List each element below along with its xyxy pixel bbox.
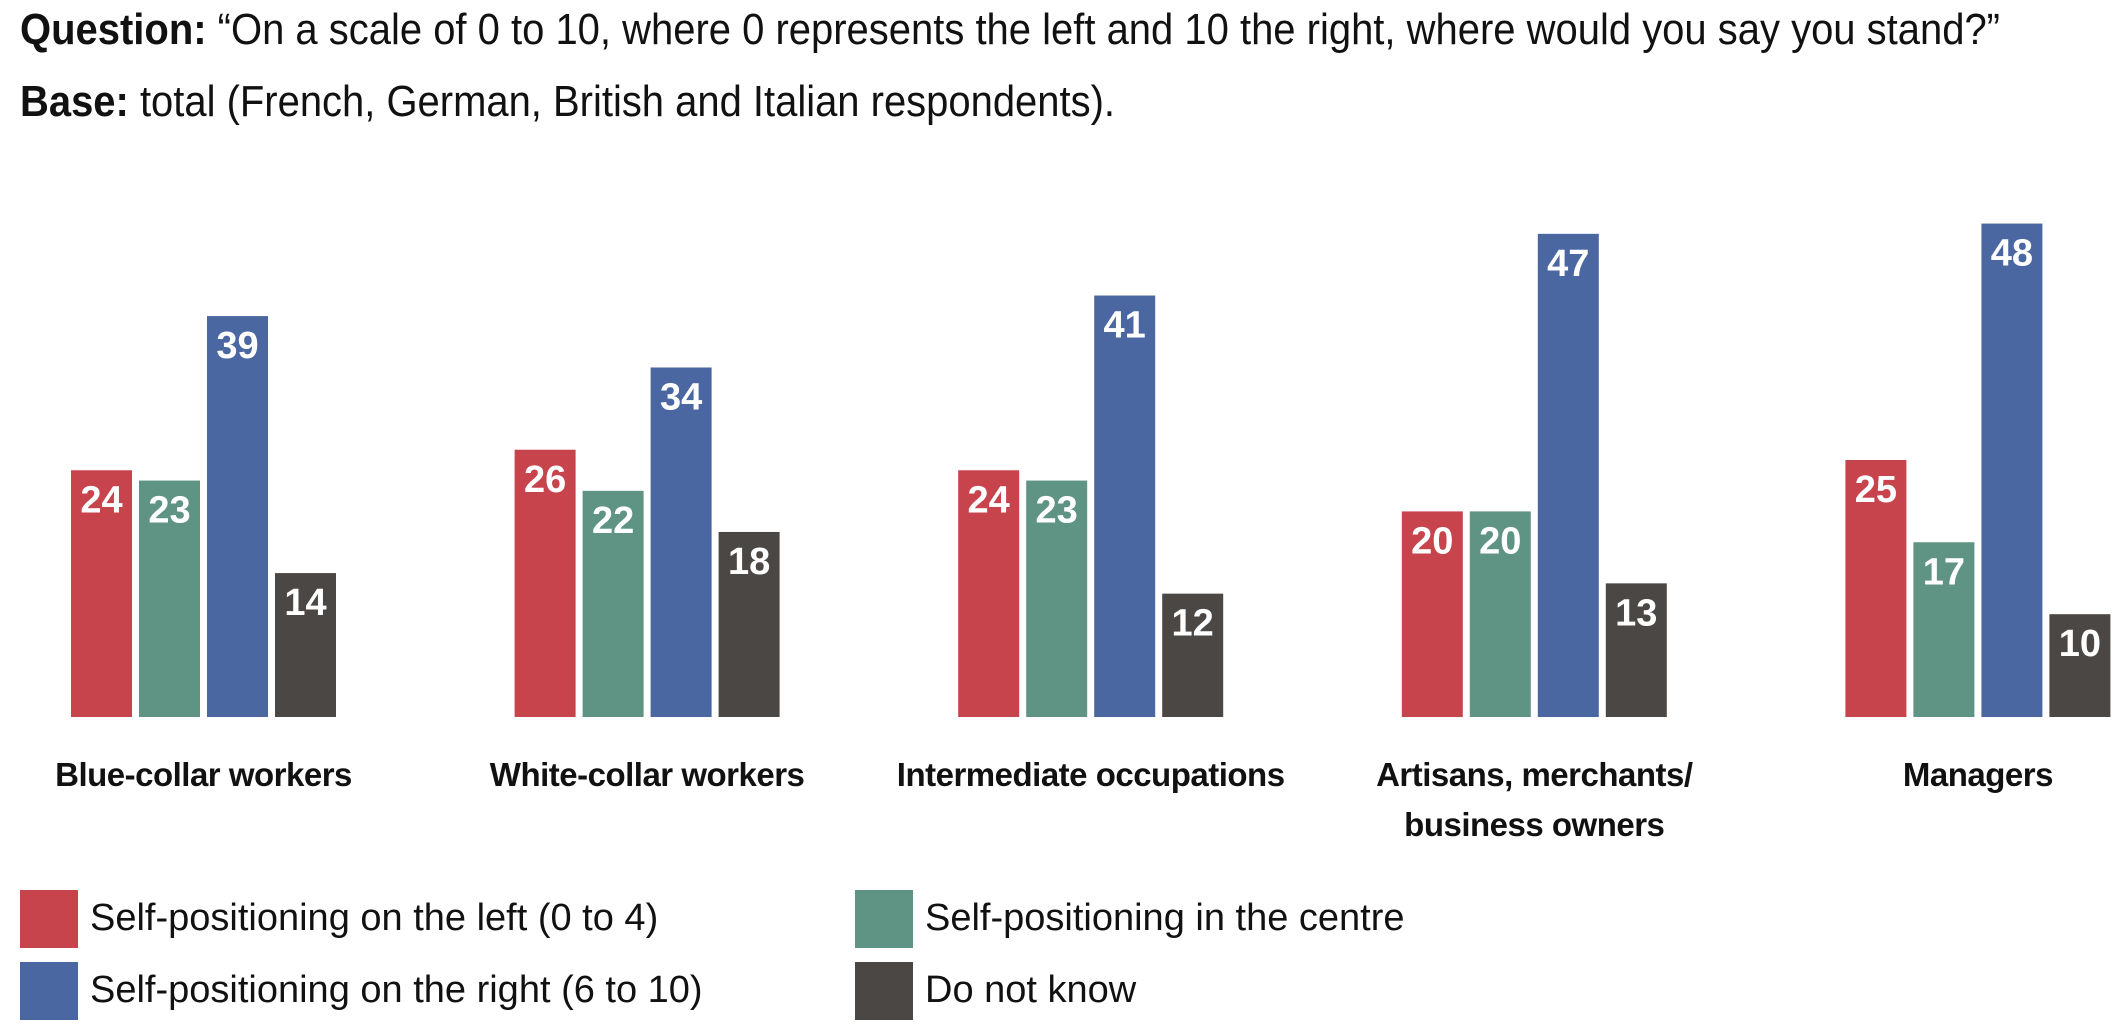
category-label: White-collar workers	[489, 756, 805, 793]
bar	[1026, 480, 1088, 717]
value-label: 20	[1479, 520, 1521, 562]
value-label: 17	[1923, 551, 1965, 593]
bar	[650, 367, 712, 717]
bar	[718, 531, 780, 717]
value-label: 47	[1547, 243, 1589, 285]
value-label: 26	[524, 459, 566, 501]
value-label: 20	[1411, 520, 1453, 562]
bar	[71, 470, 132, 717]
value-label: 22	[592, 500, 634, 542]
bar	[1845, 460, 1907, 717]
subtitle-line: Base: total (French, German, British and…	[20, 77, 1115, 126]
legend-label: Self-positioning on the right (6 to 10)	[90, 969, 703, 1011]
legend-swatch	[20, 962, 78, 1020]
bar	[1162, 593, 1224, 717]
legend-swatch	[20, 890, 78, 948]
value-label: 41	[1104, 305, 1146, 347]
title-line: Question: “On a scale of 0 to 10, where …	[20, 5, 2000, 54]
value-label: 25	[1855, 469, 1897, 511]
value-label: 34	[660, 377, 702, 419]
bar	[139, 480, 200, 717]
category-label: Artisans, merchants/ business owners	[1376, 756, 1693, 843]
bar	[1537, 233, 1599, 717]
value-label: 23	[148, 490, 190, 532]
bar	[1401, 511, 1463, 717]
value-label: 14	[284, 582, 326, 624]
legend-swatch	[855, 962, 913, 1020]
value-label: 24	[80, 479, 122, 521]
value-label: 12	[1172, 603, 1214, 645]
value-label: 10	[2059, 623, 2101, 665]
bar	[1605, 583, 1667, 717]
category-label: Intermediate occupations	[896, 756, 1285, 793]
category-label: Blue-collar workers	[55, 756, 352, 793]
bar	[1094, 295, 1156, 717]
bar	[582, 490, 644, 717]
value-label: 24	[968, 479, 1010, 521]
bar	[1981, 223, 2043, 717]
subtitle-label: Base:	[20, 77, 129, 126]
bar	[514, 449, 576, 717]
value-label: 13	[1615, 592, 1657, 634]
bar	[1469, 511, 1531, 717]
category-label: Managers	[1902, 756, 2054, 793]
bar	[207, 316, 268, 717]
title-label: Question:	[20, 5, 207, 54]
title-text: “On a scale of 0 to 10, where 0 represen…	[218, 5, 2000, 54]
value-label: 39	[216, 325, 258, 367]
legend-label: Self-positioning on the left (0 to 4)	[90, 897, 658, 939]
value-label: 18	[728, 541, 770, 583]
legend-label: Do not know	[925, 969, 1137, 1011]
subtitle-text: total (French, German, British and Itali…	[140, 77, 1115, 126]
bar	[2049, 614, 2111, 717]
value-label: 23	[1036, 490, 1078, 532]
bar	[958, 470, 1020, 717]
value-label: 48	[1991, 233, 2033, 275]
bar	[275, 573, 336, 717]
legend-label: Self-positioning in the centre	[925, 897, 1405, 939]
bar	[1913, 542, 1975, 717]
legend-swatch	[855, 890, 913, 948]
